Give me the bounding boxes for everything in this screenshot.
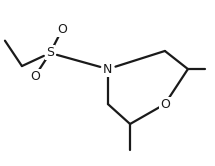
Text: S: S [46, 46, 54, 59]
Text: N: N [103, 63, 113, 76]
Text: O: O [57, 23, 67, 36]
Text: O: O [160, 98, 170, 111]
Text: O: O [30, 70, 40, 83]
